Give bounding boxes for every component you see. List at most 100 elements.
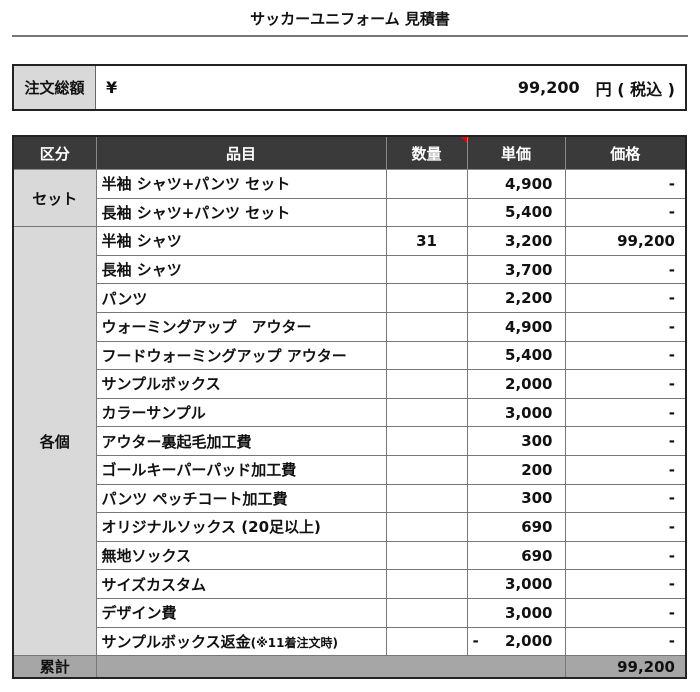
item-cell[interactable]: サンプルボックス: [95, 369, 387, 399]
unit-price: 2,000: [505, 632, 553, 651]
unit-price-cell[interactable]: 2,200: [466, 283, 566, 313]
price-cell[interactable]: -: [564, 426, 687, 456]
price-cell[interactable]: -: [564, 454, 687, 485]
item-cell[interactable]: 長袖 シャツ+パンツ セット: [95, 197, 387, 228]
qty-cell[interactable]: [385, 254, 468, 285]
qty-cell[interactable]: [385, 311, 468, 342]
qty-cell[interactable]: [385, 197, 468, 228]
qty-cell[interactable]: [385, 283, 468, 313]
item-cell[interactable]: サイズカスタム: [95, 569, 387, 599]
table-row: カラーサンプル 3,000-: [13, 397, 687, 428]
qty-cell[interactable]: [385, 169, 468, 199]
item-cell[interactable]: フードウォーミングアップ アウター: [95, 340, 387, 371]
unit-price-cell[interactable]: 4,900: [466, 311, 566, 342]
item-cell[interactable]: 長袖 シャツ: [95, 254, 387, 285]
sum-blank[interactable]: [95, 655, 566, 679]
table-row: 長袖 シャツ+パンツ セット 5,400-: [13, 197, 687, 228]
price-cell[interactable]: -: [564, 254, 687, 285]
qty-cell[interactable]: [385, 569, 468, 599]
category-individual[interactable]: 各個: [12, 226, 97, 657]
qty-cell[interactable]: [385, 483, 468, 514]
price-cell[interactable]: -: [564, 626, 687, 657]
item-cell[interactable]: アウター裏起毛加工費: [95, 426, 387, 456]
unit-price-cell[interactable]: 5,400: [466, 197, 566, 228]
item-cell[interactable]: サンプルボックス返金(※11着注文時): [95, 626, 387, 657]
qty-cell[interactable]: [385, 597, 468, 628]
item-name: パンツ ペッチコート加工費: [101, 489, 288, 508]
header-item[interactable]: 品目: [95, 135, 387, 170]
comment-indicator[interactable]: [460, 137, 467, 143]
price-cell[interactable]: -: [564, 569, 687, 599]
item-cell[interactable]: パンツ: [95, 283, 387, 313]
order-total-value[interactable]: ¥ 99,200 円 ( 税込 ): [96, 66, 685, 109]
price-cell[interactable]: -: [564, 340, 687, 371]
table-row: セット 半袖 シャツ+パンツ セット 4,900-: [12, 168, 687, 228]
qty-cell[interactable]: [385, 512, 468, 542]
price-cell[interactable]: -: [564, 540, 687, 571]
table-row: 各個 半袖 シャツ 31 3,200 99,200: [12, 226, 687, 657]
item-name: 半袖 シャツ+パンツ セット: [101, 175, 291, 194]
item-name: ゴールキーパーパッド加工費: [101, 461, 297, 480]
price-cell[interactable]: 99,200: [564, 226, 687, 256]
price-cell[interactable]: -: [564, 197, 687, 228]
item-cell[interactable]: 無地ソックス: [95, 540, 387, 571]
unit-price-cell[interactable]: - 2,000: [466, 626, 566, 657]
header-category[interactable]: 区分: [12, 135, 97, 170]
table-row: パンツ ペッチコート加工費 300-: [13, 483, 687, 514]
qty-cell[interactable]: [385, 540, 468, 571]
item-cell[interactable]: カラーサンプル: [95, 397, 387, 428]
unit-price-cell[interactable]: 300: [466, 483, 566, 514]
price-cell[interactable]: -: [564, 483, 687, 514]
unit-price-cell[interactable]: 3,700: [466, 254, 566, 285]
unit-price-cell[interactable]: 3,200: [466, 226, 566, 256]
item-name: サイズカスタム: [101, 575, 207, 594]
table-row: ゴールキーパーパッド加工費 200-: [13, 454, 687, 485]
unit-price-cell[interactable]: 3,000: [466, 569, 566, 599]
qty-cell[interactable]: [385, 454, 468, 485]
item-name: サンプルボックス: [101, 375, 221, 394]
qty-cell[interactable]: [385, 397, 468, 428]
order-total-amount: 99,200: [517, 78, 580, 97]
unit-price-cell[interactable]: 300: [466, 426, 566, 456]
price-cell[interactable]: -: [564, 283, 687, 313]
sum-row: 累計 99,200: [12, 655, 687, 679]
qty-cell[interactable]: 31: [385, 226, 468, 256]
price-cell[interactable]: -: [564, 169, 687, 199]
unit-price-cell[interactable]: 690: [466, 540, 566, 571]
unit-price-cell[interactable]: 690: [466, 512, 566, 542]
item-cell[interactable]: パンツ ペッチコート加工費: [95, 483, 387, 514]
qty-cell[interactable]: [385, 626, 468, 657]
header-qty[interactable]: 数量: [385, 135, 468, 170]
item-cell[interactable]: デザイン費: [95, 597, 387, 628]
item-cell[interactable]: ゴールキーパーパッド加工費: [95, 454, 387, 485]
category-set[interactable]: セット: [12, 168, 97, 228]
sum-label[interactable]: 累計: [12, 655, 97, 679]
qty-cell[interactable]: [385, 340, 468, 371]
item-name: 半袖 シャツ: [101, 232, 182, 251]
header-unit-price[interactable]: 単価: [466, 135, 566, 170]
header-price[interactable]: 価格: [564, 135, 687, 170]
item-cell[interactable]: オリジナルソックス (20足以上): [95, 512, 387, 542]
price-cell[interactable]: -: [564, 597, 687, 628]
price-cell[interactable]: -: [564, 369, 687, 399]
unit-price-cell[interactable]: 3,000: [466, 397, 566, 428]
qty-cell[interactable]: [385, 426, 468, 456]
item-cell[interactable]: ウォーミングアップ アウター: [95, 311, 387, 342]
order-total-suffix: 円 ( 税込 ): [595, 79, 675, 99]
table-row: アウター裏起毛加工費 300-: [13, 426, 687, 456]
price-cell[interactable]: -: [564, 311, 687, 342]
item-cell[interactable]: 半袖 シャツ: [95, 226, 387, 256]
page-title: サッカーユニフォーム 見積書: [250, 10, 450, 28]
sum-price[interactable]: 99,200: [564, 655, 687, 679]
unit-price-cell[interactable]: 4,900: [466, 169, 566, 199]
unit-price-cell[interactable]: 3,000: [466, 597, 566, 628]
qty-cell[interactable]: [385, 369, 468, 399]
unit-price-cell[interactable]: 2,000: [466, 369, 566, 399]
unit-price-cell[interactable]: 5,400: [466, 340, 566, 371]
price-cell[interactable]: -: [564, 512, 687, 542]
unit-price-cell[interactable]: 200: [466, 454, 566, 485]
item-name: 長袖 シャツ: [101, 261, 182, 280]
table-row: 無地ソックス 690-: [13, 540, 687, 571]
price-cell[interactable]: -: [564, 397, 687, 428]
item-cell[interactable]: 半袖 シャツ+パンツ セット: [95, 169, 387, 199]
